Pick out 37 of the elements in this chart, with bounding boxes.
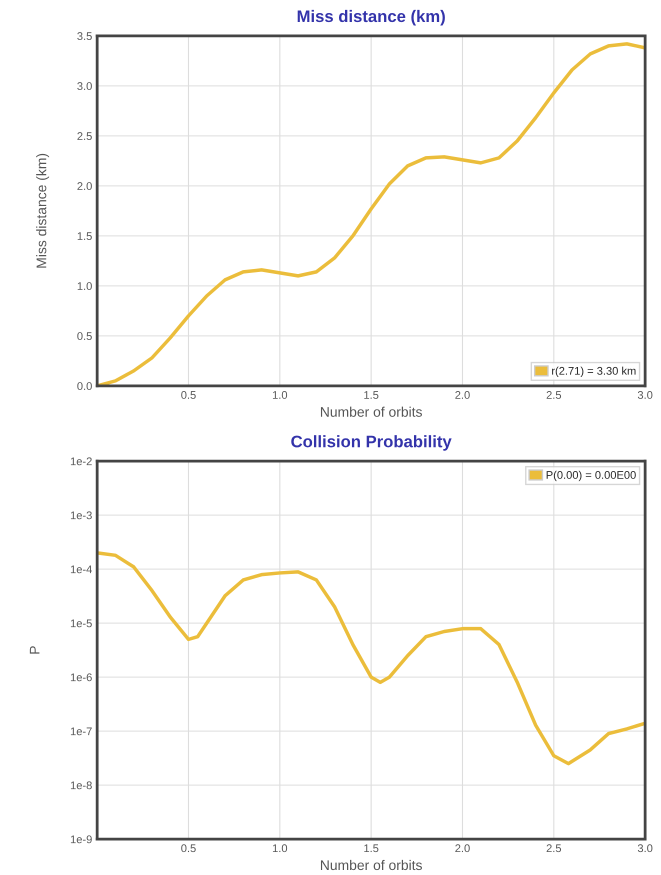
legend-label: P(0.00) = 0.00E00 [546,470,636,482]
y-tick-label: 0.0 [77,382,92,390]
x-tick-label: 1.0 [272,844,288,852]
y-tick-label: 1e-6 [70,673,92,682]
legend-label: r(2.71) = 3.30 km [552,366,636,377]
y-tick-label: 1.5 [78,232,92,240]
y-tick-label: 3.5 [77,32,92,40]
y-tick-label: 1e-4 [70,566,92,574]
x-tick-label: 0.5 [181,391,196,399]
y-tick-label: 1e-8 [70,781,92,790]
x-tick-label: 3.0 [638,391,652,399]
y-tick-label: 1e-5 [70,620,92,628]
x-tick-label: 1.5 [364,844,378,852]
y-axis-title: P [30,646,40,654]
chart-title: Miss distance (km) [298,10,445,26]
y-tick-label: 1.0 [78,282,92,290]
x-axis-title: Number of orbits [320,860,422,870]
x-tick-label: 0.5 [181,844,196,852]
x-tick-label: 2.0 [455,844,470,852]
y-tick-label: 3.0 [77,82,92,90]
x-tick-label: 1.5 [364,391,378,399]
x-tick-label: 2.5 [546,391,562,399]
y-tick-label: 1e-9 [70,835,92,844]
x-axis-title: Number of orbits [320,406,422,417]
y-tick-label: 2.5 [77,132,92,140]
x-tick-label: 1.0 [272,391,288,399]
x-tick-label: 2.5 [546,844,562,852]
y-axis-title: Miss distance (km) [36,154,50,268]
line-series [97,551,646,766]
y-tick-label: 1e-3 [70,511,92,520]
y-tick-label: 1e-2 [70,457,92,466]
y-tick-label: 2.0 [77,182,92,190]
y-tick-label: 0.5 [77,332,92,340]
chart-title: Collision Probability [291,435,452,451]
x-tick-label: 3.0 [638,844,652,852]
x-tick-label: 2.0 [455,391,470,399]
y-tick-label: 1e-7 [70,728,92,736]
